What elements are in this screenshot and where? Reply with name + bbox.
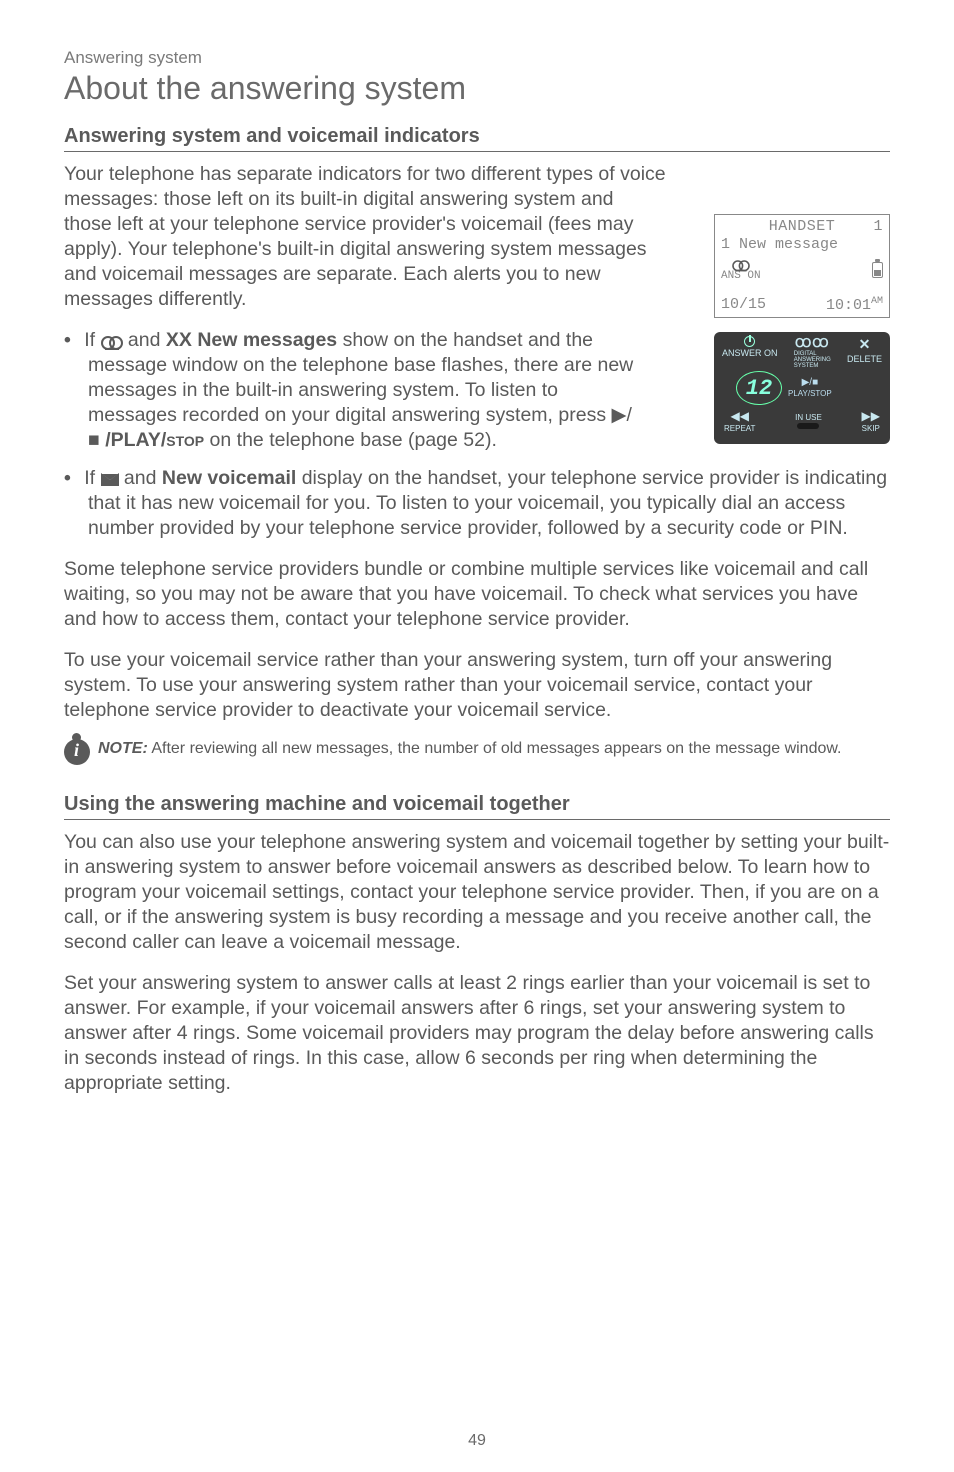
section1-intro-rest: messages: those left on its built-in dig… bbox=[64, 187, 654, 312]
message-count-display: 12 bbox=[736, 371, 782, 405]
note-row: NOTE: After reviewing all new messages, … bbox=[64, 739, 890, 765]
rewind-icon: ◀◀ bbox=[730, 409, 748, 423]
lcd-date: 10/15 bbox=[721, 296, 766, 314]
note-text: NOTE: After reviewing all new messages, … bbox=[98, 739, 842, 760]
info-icon bbox=[64, 739, 90, 765]
x-icon: ✕ bbox=[859, 336, 871, 353]
base-panel: ANSWER ON ꝎꝎDIGITALANSWERINGSYSTEM ✕DELE… bbox=[714, 332, 890, 444]
panel-delete: DELETE bbox=[847, 354, 882, 364]
page-number: 49 bbox=[0, 1432, 954, 1450]
battery-icon bbox=[872, 262, 883, 278]
breadcrumb: Answering system bbox=[64, 48, 890, 68]
envelope-icon bbox=[101, 473, 119, 486]
section2-heading: Using the answering machine and voicemai… bbox=[64, 793, 890, 820]
lcd-time: 10:01 bbox=[826, 297, 871, 314]
lcd-tape-icon bbox=[732, 260, 750, 270]
lcd-message-line: 1 New message bbox=[721, 236, 883, 253]
page-title: About the answering system bbox=[64, 70, 890, 107]
panel-in-use: IN USE bbox=[795, 413, 822, 422]
section1-intro-line: Your telephone has separate indicators f… bbox=[64, 162, 890, 187]
power-icon bbox=[744, 336, 755, 347]
panel-play-stop: ▶/■PLAY/STOP bbox=[788, 377, 832, 399]
section1-heading: Answering system and voicemail indicator… bbox=[64, 125, 890, 152]
section2-para1: You can also use your telephone answerin… bbox=[64, 830, 890, 955]
bullet-1: If and XX New messages show on the hands… bbox=[64, 328, 634, 453]
lcd-handset-label: HANDSET bbox=[769, 219, 836, 236]
section2-para2: Set your answering system to answer call… bbox=[64, 971, 890, 1096]
lcd-handset-num: 1 bbox=[873, 219, 883, 236]
lcd-ampm: AM bbox=[871, 296, 883, 307]
bullet-2: If and New voicemail display on the hand… bbox=[64, 466, 890, 541]
panel-answer-on: ANSWER ON bbox=[722, 348, 778, 358]
lcd-ans-on: ANS ON bbox=[721, 271, 761, 282]
panel-tape-icon: ꝎꝎ bbox=[795, 336, 830, 350]
handset-lcd: . HANDSET 1 1 New message ANS ON 10/15 1… bbox=[714, 214, 890, 318]
section1-para2: Some telephone service providers bundle … bbox=[64, 557, 890, 632]
tape-icon bbox=[101, 336, 123, 348]
panel-skip: SKIP bbox=[862, 424, 880, 433]
in-use-led bbox=[797, 423, 819, 429]
section1-para3: To use your voicemail service rather tha… bbox=[64, 648, 890, 723]
forward-icon: ▶▶ bbox=[862, 409, 880, 423]
panel-repeat: REPEAT bbox=[724, 424, 755, 433]
